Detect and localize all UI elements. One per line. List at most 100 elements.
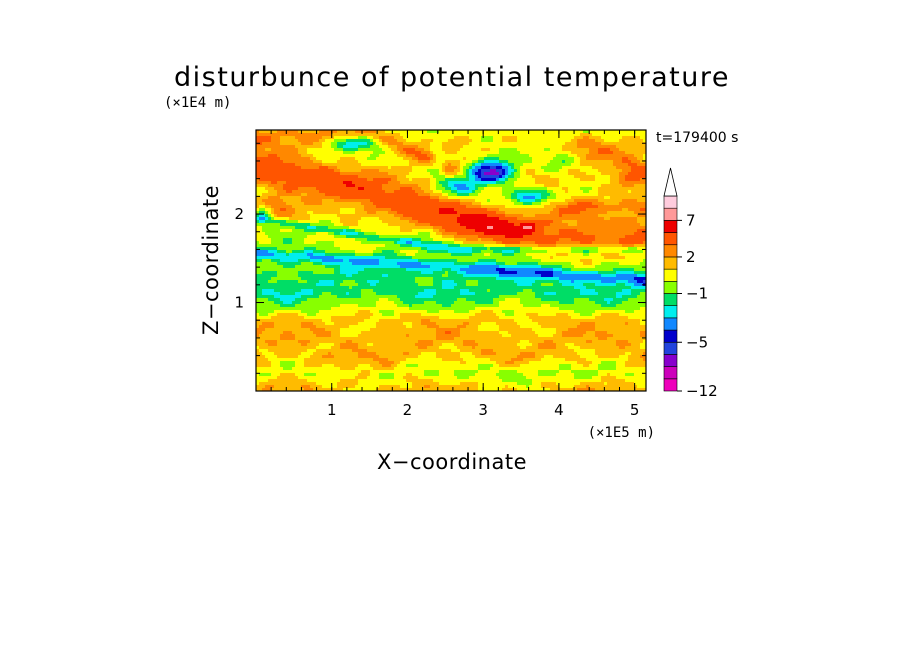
field-cell [430, 208, 434, 212]
field-cell [490, 145, 494, 149]
field-cell [397, 208, 401, 212]
field-cell [631, 205, 635, 209]
field-cell [544, 238, 548, 242]
field-cell [430, 190, 434, 194]
field-cell [367, 163, 371, 167]
field-cell [433, 235, 437, 239]
field-cell [472, 211, 476, 215]
field-cell [550, 190, 554, 194]
field-cell [316, 217, 320, 221]
field-cell [298, 160, 302, 164]
field-cell [505, 238, 509, 242]
field-cell [376, 241, 380, 245]
field-cell [463, 154, 467, 158]
field-cell [448, 151, 452, 155]
field-cell [397, 172, 401, 176]
field-cell [265, 235, 269, 239]
field-cell [493, 145, 497, 149]
field-cell [439, 196, 443, 200]
field-cell [397, 130, 401, 134]
field-cell [343, 139, 347, 143]
field-cell [574, 208, 578, 212]
field-cell [514, 202, 518, 206]
field-cell [529, 241, 533, 245]
field-cell [505, 148, 509, 152]
field-cell [592, 178, 596, 182]
field-cell [394, 181, 398, 185]
field-cell [373, 208, 377, 212]
field-cell [424, 232, 428, 236]
field-cell [529, 166, 533, 170]
field-cell [286, 229, 290, 233]
field-cell [322, 217, 326, 221]
field-cell [358, 223, 362, 227]
field-cell [289, 139, 293, 143]
field-cell [358, 193, 362, 197]
field-cell [310, 178, 314, 182]
field-cell [292, 163, 296, 167]
field-cell [379, 211, 383, 215]
field-cell [259, 226, 263, 230]
field-cell [508, 238, 512, 242]
field-cell [364, 130, 368, 134]
field-cell [511, 190, 515, 194]
field-cell [436, 157, 440, 161]
field-cell [499, 169, 503, 173]
field-cell [280, 130, 284, 134]
field-cell [643, 166, 647, 170]
field-cell [259, 220, 263, 224]
field-cell [259, 148, 263, 152]
field-cell [478, 160, 482, 164]
field-cell [616, 241, 620, 245]
field-cell [367, 214, 371, 218]
field-cell [424, 130, 428, 134]
field-cell [349, 238, 353, 242]
field-cell [562, 211, 566, 215]
field-cell [490, 163, 494, 167]
field-cell [475, 223, 479, 227]
field-cell [256, 238, 260, 242]
field-cell [565, 136, 569, 140]
field-cell [514, 208, 518, 212]
field-cell [442, 145, 446, 149]
field-cell [550, 169, 554, 173]
field-cell [493, 154, 497, 158]
field-cell [466, 163, 470, 167]
field-cell [286, 184, 290, 188]
field-cell [259, 184, 263, 188]
field-cell [412, 178, 416, 182]
field-cell [502, 217, 506, 221]
field-cell [424, 229, 428, 233]
field-cell [502, 163, 506, 167]
field-cell [532, 148, 536, 152]
field-cell [361, 223, 365, 227]
field-cell [337, 151, 341, 155]
field-cell [331, 184, 335, 188]
field-cell [604, 229, 608, 233]
field-cell [541, 202, 545, 206]
field-cell [307, 196, 311, 200]
field-cell [610, 193, 614, 197]
field-cell [499, 211, 503, 215]
field-cell [466, 238, 470, 242]
field-cell [340, 178, 344, 182]
field-cell [589, 235, 593, 239]
field-cell [586, 136, 590, 140]
field-cell [568, 166, 572, 170]
field-cell [550, 193, 554, 197]
field-cell [445, 196, 449, 200]
field-cell [439, 214, 443, 218]
field-cell [601, 202, 605, 206]
field-cell [430, 163, 434, 167]
field-cell [526, 199, 530, 203]
field-cell [325, 142, 329, 146]
field-cell [421, 196, 425, 200]
field-cell [469, 139, 473, 143]
field-cell [367, 187, 371, 191]
field-cell [331, 139, 335, 143]
field-cell [406, 190, 410, 194]
field-cell [508, 154, 512, 158]
field-cell [379, 196, 383, 200]
field-cell [541, 157, 545, 161]
field-cell [280, 148, 284, 152]
